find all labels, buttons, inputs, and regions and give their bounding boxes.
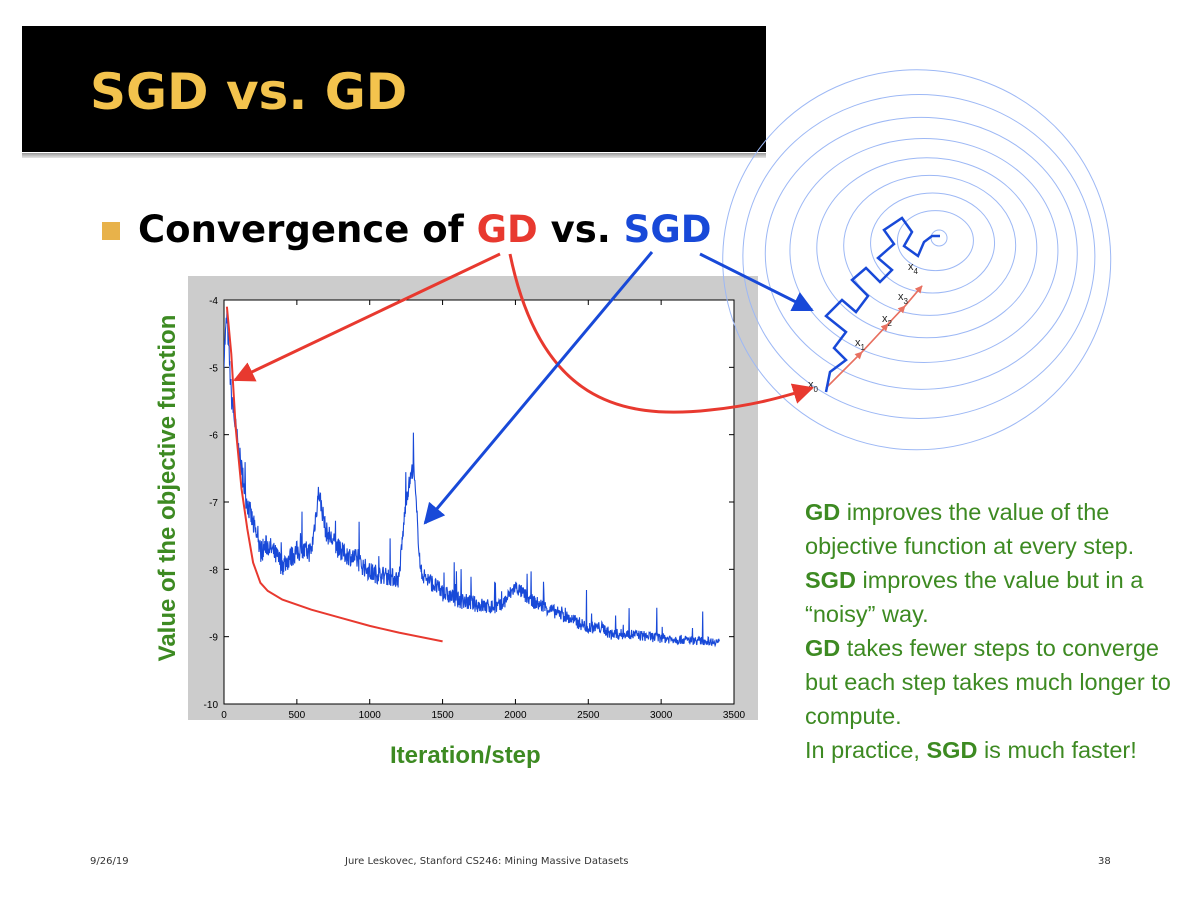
- arrow-sgd-to-plot: [423, 251, 654, 525]
- note-2: SGD improves the value but in a “noisy” …: [805, 563, 1185, 631]
- x-tick-label: 0: [221, 710, 227, 721]
- y-tick-label: -9: [209, 633, 218, 644]
- iterate-label-x3: x3: [898, 291, 909, 306]
- note-2-text: improves the value but in a “noisy” way.: [805, 567, 1144, 627]
- iterate-label-x2: x2: [882, 313, 893, 328]
- gd-step-arrow: [861, 323, 889, 353]
- y-tick-label: -7: [209, 498, 218, 509]
- bullet-mid: vs.: [537, 208, 624, 251]
- footer-date: 9/26/19: [90, 856, 129, 867]
- x-tick-label: 1000: [359, 710, 382, 721]
- x-tick-label: 2000: [504, 710, 527, 721]
- footer-page-number: 38: [1098, 856, 1111, 867]
- note-4-bold: SGD: [926, 737, 978, 763]
- contour-ring: [789, 137, 1059, 363]
- note-1-text: improves the value of the objective func…: [805, 499, 1135, 559]
- note-3-bold: GD: [805, 635, 841, 661]
- x-tick-label: 3500: [723, 710, 746, 721]
- y-tick-label: -5: [209, 363, 218, 374]
- bullet-prefix: Convergence of: [138, 208, 477, 251]
- notes-text: GD improves the value of the objective f…: [805, 495, 1185, 767]
- note-4: In practice, SGD is much faster!: [805, 733, 1185, 767]
- note-2-bold: SGD: [805, 567, 856, 593]
- note-1-bold: GD: [805, 499, 841, 525]
- slide-title: SGD vs. GD: [90, 63, 408, 121]
- arrow-gd-to-diagram: [508, 253, 815, 414]
- arrow-gd-to-plot: [233, 252, 501, 382]
- bullet-marker: [102, 222, 120, 240]
- plot-area: [223, 299, 735, 705]
- contour-ring: [896, 210, 974, 272]
- gd-series-line: [225, 306, 443, 643]
- x-tick-label: 500: [289, 710, 306, 721]
- bullet-gd: GD: [476, 208, 538, 251]
- title-bar: [22, 26, 766, 152]
- footer-credit: Jure Leskovec, Stanford CS246: Mining Ma…: [345, 856, 629, 867]
- contour-ring: [843, 174, 1017, 316]
- note-4-prefix: In practice,: [805, 737, 927, 763]
- bullet-heading: Convergence of GD vs. SGD: [138, 205, 711, 255]
- y-axis-title: Value of the objective function: [154, 314, 181, 662]
- bullet-sgd: SGD: [623, 208, 712, 251]
- sgd-series-line: [224, 310, 720, 648]
- gd-step-arrow: [904, 285, 923, 307]
- note-3: GD takes fewer steps to converge but eac…: [805, 631, 1185, 733]
- contour-ring: [930, 229, 948, 247]
- note-4-text: is much faster!: [977, 737, 1137, 763]
- contour-ring: [764, 116, 1078, 390]
- gd-step-arrow: [825, 351, 863, 389]
- gd-step-arrow: [887, 305, 906, 325]
- sgd-descent-path: [824, 216, 940, 393]
- contour-ring: [816, 157, 1038, 339]
- iterate-label-x1: x1: [855, 337, 866, 352]
- x-axis-title: Iteration/step: [390, 742, 541, 769]
- contour-ring: [722, 69, 1112, 451]
- note-1: GD improves the value of the objective f…: [805, 495, 1185, 563]
- title-underline: [22, 153, 766, 158]
- x-tick-label: 3000: [650, 710, 673, 721]
- x-tick-label: 2500: [577, 710, 600, 721]
- iterate-label-x4: x4: [908, 261, 919, 276]
- x-tick-label: 1500: [431, 710, 454, 721]
- note-3-text: takes fewer steps to converge but each s…: [805, 635, 1171, 729]
- iterate-label-x0: x0: [808, 379, 819, 394]
- contour-ring: [742, 93, 1096, 419]
- y-tick-label: -6: [209, 431, 218, 442]
- y-tick-label: -10: [204, 700, 219, 711]
- y-tick-label: -8: [209, 565, 218, 576]
- y-tick-label: -4: [209, 296, 218, 307]
- contour-ring: [870, 192, 996, 294]
- arrow-sgd-to-diagram: [699, 252, 814, 312]
